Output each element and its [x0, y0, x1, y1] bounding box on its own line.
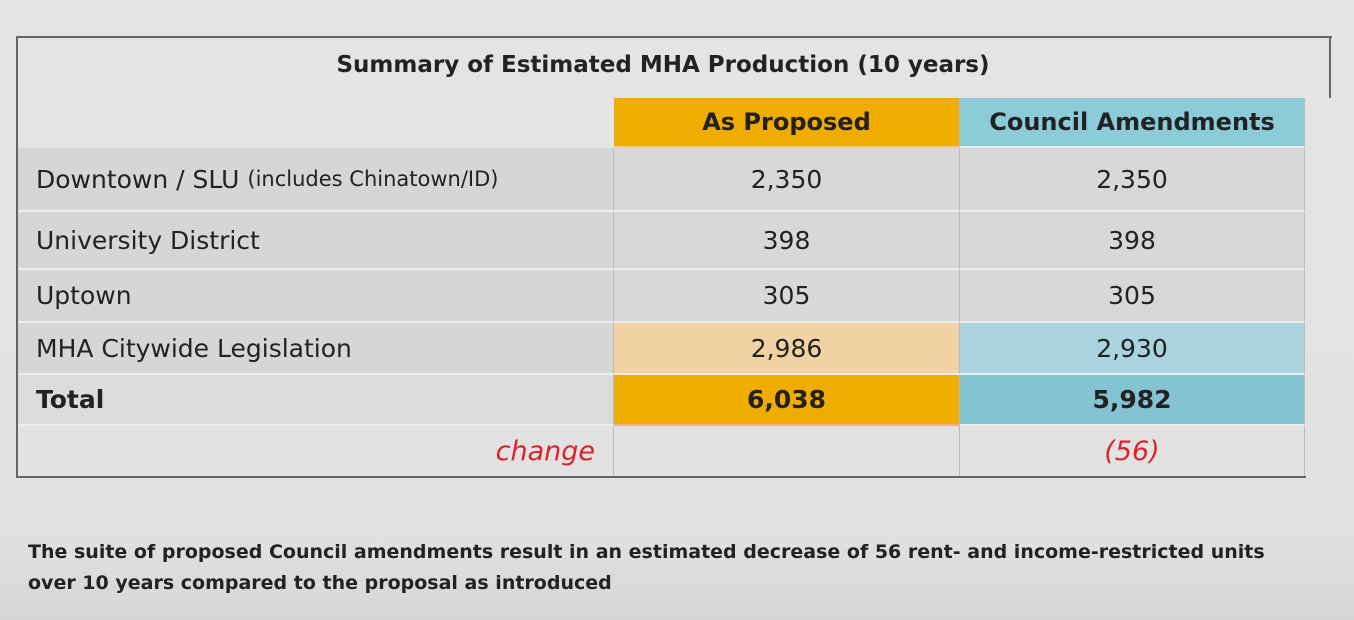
table-cell: 2,930	[960, 323, 1305, 375]
table-cell: 2,350	[960, 148, 1305, 212]
table-border	[16, 476, 1306, 478]
change-value: (56)	[960, 426, 1305, 476]
table-border	[1329, 36, 1331, 98]
row-label: MHA Citywide Legislation	[18, 323, 614, 375]
table-frame	[16, 36, 1332, 478]
row-label-total: Total	[18, 375, 614, 426]
footnote: The suite of proposed Council amendments…	[28, 541, 1265, 594]
change-label: change	[18, 426, 614, 476]
table-title: Summary of Estimated MHA Production (10 …	[336, 52, 990, 78]
row-label-text: Downtown / SLU	[36, 164, 240, 194]
table-cell: 398	[960, 212, 1305, 270]
table-cell: 2,350	[614, 148, 960, 212]
table-cell: 305	[614, 270, 960, 323]
column-header-as-proposed: As Proposed	[614, 98, 960, 148]
table-cell: 305	[960, 270, 1305, 323]
column-header-council-amendments: Council Amendments	[960, 98, 1305, 148]
table-cell: 2,986	[614, 323, 960, 375]
row-label: University District	[18, 212, 614, 270]
total-as-proposed: 6,038	[614, 375, 960, 426]
row-label: Uptown	[18, 270, 614, 323]
total-council-amendments: 5,982	[960, 375, 1305, 426]
row-label-note: (includes Chinatown/ID)	[247, 167, 499, 191]
table-cell	[614, 426, 960, 476]
row-label: Downtown / SLU (includes Chinatown/ID)	[18, 148, 614, 212]
table-cell: 398	[614, 212, 960, 270]
